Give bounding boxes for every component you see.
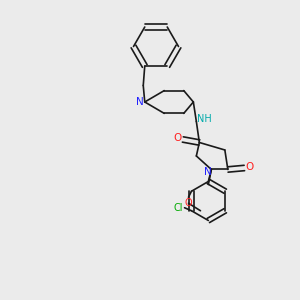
Text: O: O <box>185 198 192 208</box>
Text: NH: NH <box>197 114 212 124</box>
Text: O: O <box>173 133 181 143</box>
Text: N: N <box>204 167 212 178</box>
Text: N: N <box>136 97 144 107</box>
Text: O: O <box>246 162 254 172</box>
Text: Cl: Cl <box>173 203 183 213</box>
